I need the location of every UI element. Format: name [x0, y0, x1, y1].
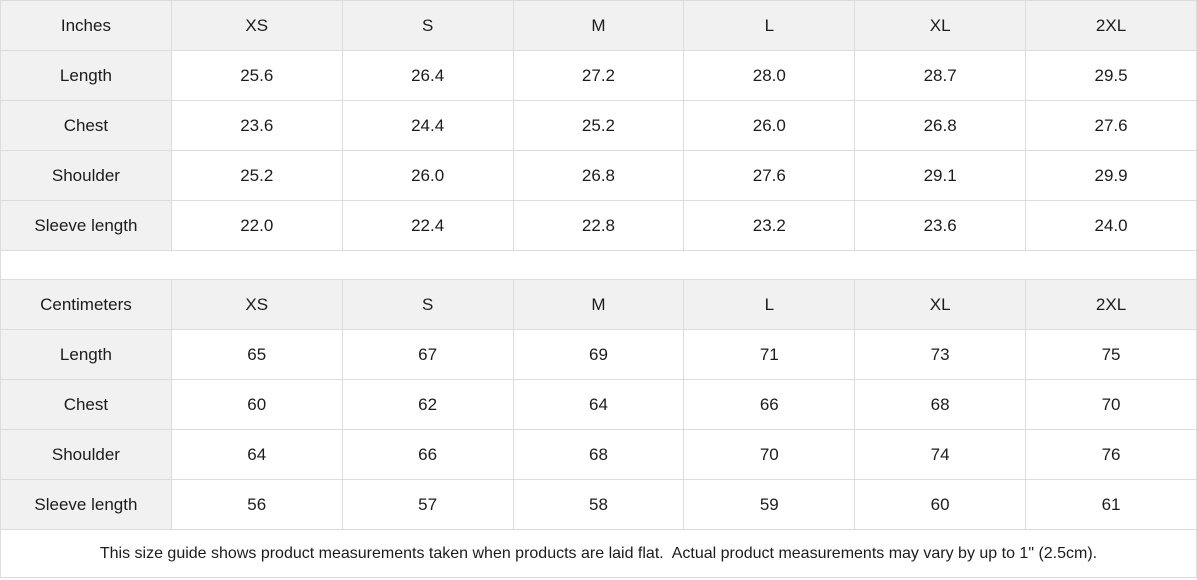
measurement-value: 29.1 [854, 150, 1027, 201]
inches-header-row: Inches XS S M L XL 2XL [0, 0, 1197, 51]
measurement-value: 26.0 [683, 100, 856, 151]
table-row: Sleeve length 22.0 22.4 22.8 23.2 23.6 2… [0, 200, 1197, 251]
size-header-xs: XS [170, 0, 343, 51]
size-header-m: M [512, 279, 685, 330]
measurement-value: 23.6 [854, 200, 1027, 251]
measurement-value: 25.2 [170, 150, 343, 201]
measurement-value: 74 [854, 429, 1027, 480]
measurement-value: 26.4 [341, 50, 514, 101]
measurement-value: 62 [341, 379, 514, 430]
measurement-value: 25.6 [170, 50, 343, 101]
measurement-value: 27.6 [683, 150, 856, 201]
measurement-value: 68 [512, 429, 685, 480]
measurement-value: 29.9 [1025, 150, 1197, 201]
size-header-s: S [341, 0, 514, 51]
measurement-value: 69 [512, 329, 685, 380]
measurement-value: 26.0 [341, 150, 514, 201]
measurement-value: 60 [170, 379, 343, 430]
measurement-value: 26.8 [854, 100, 1027, 151]
measurement-value: 22.4 [341, 200, 514, 251]
measurement-value: 70 [683, 429, 856, 480]
measurement-label: Shoulder [0, 429, 172, 480]
measurement-value: 76 [1025, 429, 1197, 480]
unit-label-inches: Inches [0, 0, 172, 51]
measurement-value: 22.8 [512, 200, 685, 251]
size-header-s: S [341, 279, 514, 330]
measurement-value: 28.0 [683, 50, 856, 101]
size-header-xs: XS [170, 279, 343, 330]
centimeters-header-row: Centimeters XS S M L XL 2XL [0, 279, 1197, 330]
measurement-value: 57 [341, 479, 514, 530]
table-row: Chest 60 62 64 66 68 70 [0, 379, 1197, 430]
measurement-value: 70 [1025, 379, 1197, 430]
table-row: Shoulder 64 66 68 70 74 76 [0, 429, 1197, 480]
measurement-value: 65 [170, 329, 343, 380]
size-header-l: L [683, 279, 856, 330]
measurement-label: Length [0, 50, 172, 101]
table-row: Sleeve length 56 57 58 59 60 61 [0, 479, 1197, 530]
measurement-value: 71 [683, 329, 856, 380]
measurement-label: Sleeve length [0, 479, 172, 530]
measurement-label: Length [0, 329, 172, 380]
measurement-value: 59 [683, 479, 856, 530]
measurement-value: 27.6 [1025, 100, 1197, 151]
measurement-value: 24.4 [341, 100, 514, 151]
size-header-m: M [512, 0, 685, 51]
measurement-value: 58 [512, 479, 685, 530]
measurement-label: Chest [0, 100, 172, 151]
table-spacer [0, 251, 1197, 279]
measurement-value: 61 [1025, 479, 1197, 530]
measurement-value: 28.7 [854, 50, 1027, 101]
table-row: Length 65 67 69 71 73 75 [0, 329, 1197, 380]
measurement-value: 75 [1025, 329, 1197, 380]
size-header-xl: XL [854, 279, 1027, 330]
size-header-2xl: 2XL [1025, 0, 1197, 51]
centimeters-table: Centimeters XS S M L XL 2XL Length 65 67… [0, 279, 1197, 530]
table-row: Chest 23.6 24.4 25.2 26.0 26.8 27.6 [0, 100, 1197, 151]
measurement-value: 27.2 [512, 50, 685, 101]
measurement-value: 25.2 [512, 100, 685, 151]
measurement-value: 66 [683, 379, 856, 430]
measurement-value: 68 [854, 379, 1027, 430]
measurement-value: 66 [341, 429, 514, 480]
measurement-value: 56 [170, 479, 343, 530]
size-header-2xl: 2XL [1025, 279, 1197, 330]
measurement-label: Shoulder [0, 150, 172, 201]
measurement-value: 64 [512, 379, 685, 430]
table-row: Shoulder 25.2 26.0 26.8 27.6 29.1 29.9 [0, 150, 1197, 201]
size-header-l: L [683, 0, 856, 51]
size-guide-footnote: This size guide shows product measuremen… [0, 530, 1197, 578]
inches-table: Inches XS S M L XL 2XL Length 25.6 26.4 … [0, 0, 1197, 251]
measurement-value: 60 [854, 479, 1027, 530]
measurement-value: 23.6 [170, 100, 343, 151]
measurement-value: 29.5 [1025, 50, 1197, 101]
table-row: Length 25.6 26.4 27.2 28.0 28.7 29.5 [0, 50, 1197, 101]
measurement-value: 22.0 [170, 200, 343, 251]
measurement-label: Sleeve length [0, 200, 172, 251]
measurement-value: 73 [854, 329, 1027, 380]
measurement-label: Chest [0, 379, 172, 430]
size-header-xl: XL [854, 0, 1027, 51]
measurement-value: 24.0 [1025, 200, 1197, 251]
measurement-value: 23.2 [683, 200, 856, 251]
measurement-value: 64 [170, 429, 343, 480]
unit-label-centimeters: Centimeters [0, 279, 172, 330]
measurement-value: 26.8 [512, 150, 685, 201]
measurement-value: 67 [341, 329, 514, 380]
